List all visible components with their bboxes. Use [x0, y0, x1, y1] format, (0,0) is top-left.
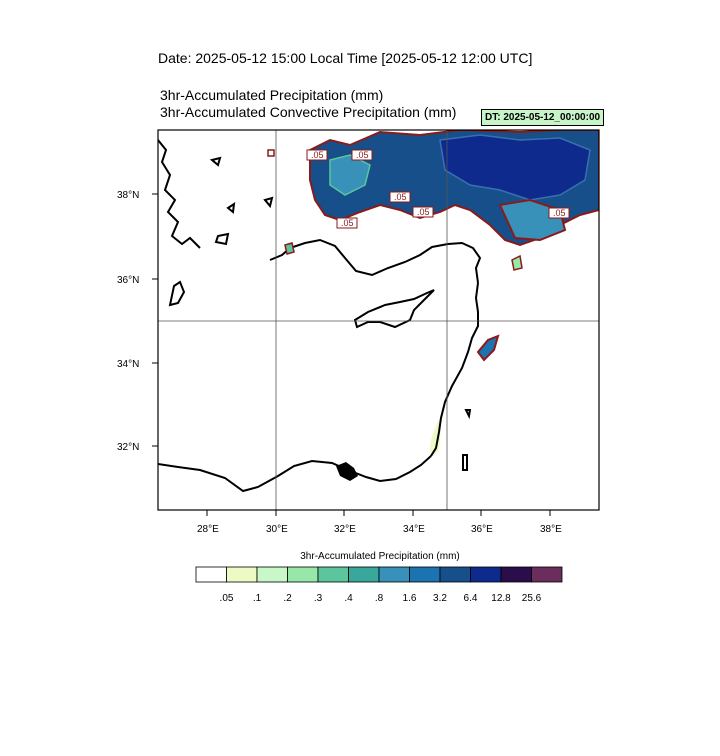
lon-tick-label: 32°E	[334, 524, 356, 535]
colorbar-labels: .05 .1 .2 .3 .4 .8 1.6 3.2 6.4 12.8 25.6	[220, 593, 542, 604]
colorbar-swatch	[470, 566, 502, 583]
contour-label: .05	[311, 150, 324, 160]
precip-blob-east	[511, 254, 523, 271]
aegean-island-1	[209, 156, 222, 167]
colorbar-swatch	[500, 566, 532, 583]
cyprus-island	[353, 289, 435, 329]
colorbar-label: .4	[344, 593, 353, 604]
precip-cluster-mid	[329, 154, 371, 196]
colorbar-swatch	[226, 566, 258, 583]
kos-island	[214, 232, 230, 246]
contour-label: .05	[341, 218, 354, 228]
colorbar-label: 3.2	[433, 593, 447, 604]
colorbar-label: 25.6	[522, 593, 542, 604]
dead-sea	[462, 454, 468, 471]
precip-blob-small	[267, 149, 275, 157]
precip-cluster-levant	[476, 334, 500, 362]
colorbar-swatch	[348, 566, 380, 583]
colorbar-label: .2	[283, 593, 292, 604]
rhodes-island	[168, 280, 186, 307]
lon-tick-label: 34°E	[403, 524, 425, 535]
map-frame	[157, 129, 600, 511]
colorbar-title: 3hr-Accumulated Precipitation (mm)	[300, 551, 460, 562]
colorbar-label: .1	[253, 593, 262, 604]
contour-label: .05	[553, 208, 566, 218]
lon-tick-marks	[206, 510, 551, 516]
lat-tick-label: 32°N	[117, 442, 139, 453]
colorbar	[195, 566, 563, 583]
colorbar-label: 12.8	[491, 593, 511, 604]
light-precip-patch	[430, 418, 441, 455]
coastline-levant	[430, 282, 479, 457]
aegean-coast	[158, 139, 201, 249]
precip-blob-west	[284, 242, 295, 255]
colorbar-swatch	[378, 566, 410, 583]
aegean-island-3	[263, 196, 274, 209]
lon-tick-label: 30°E	[266, 524, 288, 535]
colorbar-swatch	[531, 566, 563, 583]
precip-cluster-core	[439, 134, 591, 201]
lat-tick-label: 38°N	[117, 190, 139, 201]
coastline-anatolia	[269, 238, 482, 284]
coastline-north-africa	[158, 455, 432, 493]
colorbar-swatch	[195, 566, 227, 583]
contour-label: .05	[356, 150, 369, 160]
aegean-island-2	[226, 201, 236, 214]
lon-tick-label: 28°E	[197, 524, 219, 535]
colorbar-label: 6.4	[464, 593, 478, 604]
plot-subtitle-precip: 3hr-Accumulated Precipitation (mm)	[160, 87, 384, 103]
plot-date-title: Date: 2025-05-12 15:00 Local Time [2025-…	[158, 50, 533, 66]
colorbar-swatch	[409, 566, 441, 583]
lon-tick-label: 36°E	[471, 524, 493, 535]
colorbar-label: .8	[375, 593, 384, 604]
contour-label: .05	[394, 192, 407, 202]
nile-delta-lake	[336, 462, 358, 481]
lat-tick-label: 34°N	[117, 359, 139, 370]
contour-label-group: .05 .05 .05 .05 .05 .05	[306, 149, 570, 229]
map-area: .05 .05 .05 .05 .05 .05	[158, 130, 599, 510]
colorbar-label: .05	[220, 593, 234, 604]
lat-tick-label: 36°N	[117, 275, 139, 286]
precip-field	[267, 130, 599, 362]
colorbar-swatch	[439, 566, 471, 583]
lat-tick-marks	[152, 193, 158, 447]
colorbar-label: .3	[314, 593, 323, 604]
colorbar-label: 1.6	[403, 593, 417, 604]
lon-tick-label: 38°E	[540, 524, 562, 535]
contour-label: .05	[417, 207, 430, 217]
colorbar-swatch	[287, 566, 319, 583]
colorbar-swatch	[317, 566, 349, 583]
colorbar-swatch	[256, 566, 288, 583]
sea-of-galilee	[464, 409, 472, 420]
dt-badge: DT: 2025-05-12_00:00:00	[481, 109, 605, 126]
plot-subtitle-convective: 3hr-Accumulated Convective Precipitation…	[160, 104, 457, 120]
